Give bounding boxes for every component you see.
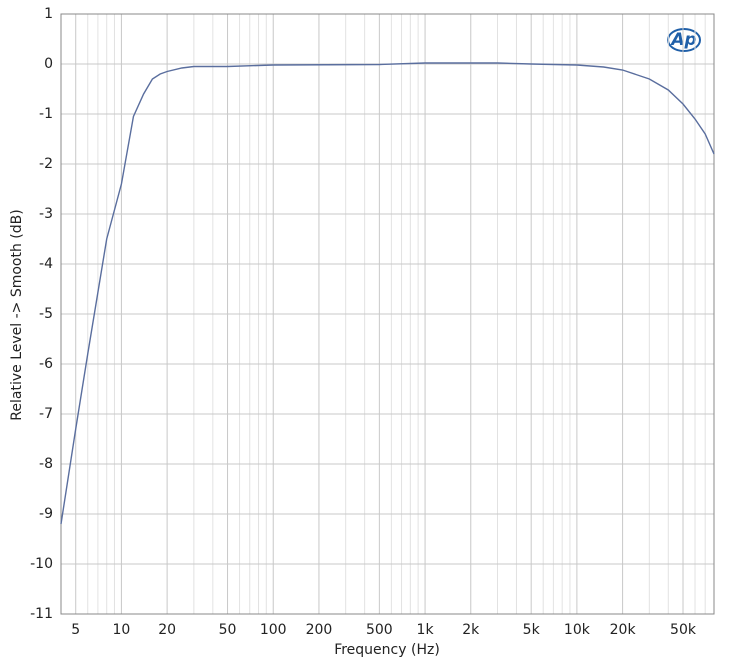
data-line xyxy=(60,62,715,525)
y-tick-label: -8 xyxy=(39,456,53,472)
x-tick-label: 500 xyxy=(366,622,393,638)
y-tick-label: -2 xyxy=(39,156,53,172)
y-axis-title: Relative Level -> Smooth (dB) xyxy=(9,209,25,420)
x-tick-label: 50k xyxy=(670,622,697,638)
y-tick-label: -3 xyxy=(39,206,53,222)
y-tick-label: 0 xyxy=(44,56,53,72)
y-tick-label: -7 xyxy=(39,406,53,422)
y-tick-label: -11 xyxy=(30,606,53,622)
x-tick-label: 1k xyxy=(417,622,435,638)
y-tick-label: -1 xyxy=(39,106,53,122)
x-tick-label: 5 xyxy=(71,622,80,638)
x-axis-title: Frequency (Hz) xyxy=(334,642,440,658)
y-tick-label: -5 xyxy=(39,306,53,322)
x-tick-label: 20 xyxy=(158,622,176,638)
x-tick-label: 5k xyxy=(523,622,541,638)
y-tick-label: -4 xyxy=(39,256,53,272)
x-tick-label: 10k xyxy=(564,622,591,638)
x-tick-label: 50 xyxy=(219,622,237,638)
y-tick-label: -6 xyxy=(39,356,53,372)
plot-frame xyxy=(60,13,715,615)
x-tick-label: 20k xyxy=(610,622,637,638)
x-tick-label: 2k xyxy=(462,622,480,638)
x-tick-label: 200 xyxy=(306,622,333,638)
y-tick-label: -9 xyxy=(39,506,53,522)
y-tick-label: 1 xyxy=(44,6,53,22)
y-tick-label: -10 xyxy=(30,556,53,572)
x-tick-label: 10 xyxy=(113,622,131,638)
x-tick-label: 100 xyxy=(260,622,287,638)
